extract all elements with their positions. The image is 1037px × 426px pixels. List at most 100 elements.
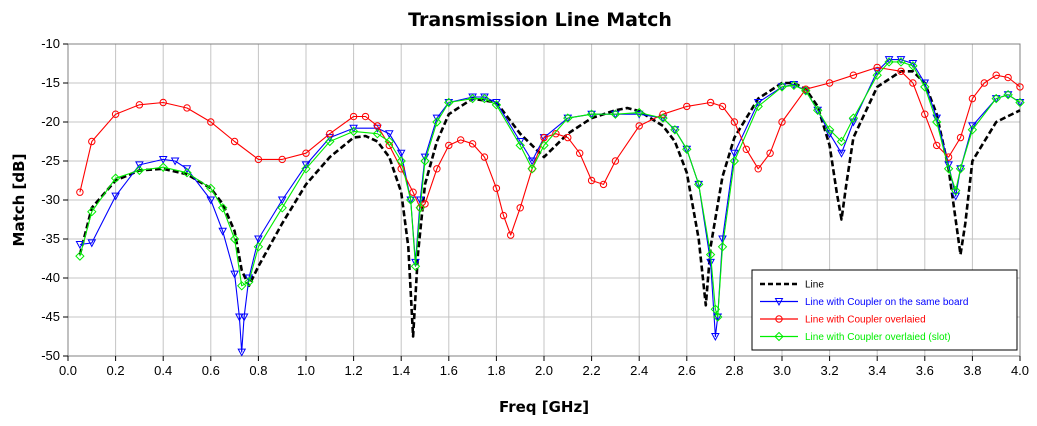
- data-point-marker: [467, 93, 478, 104]
- data-point-marker: [753, 101, 763, 112]
- data-point-marker: [87, 206, 97, 217]
- data-point-marker: [76, 188, 84, 196]
- data-point-marker: [361, 112, 370, 121]
- data-point-marker: [836, 136, 847, 147]
- data-point-marker: [753, 99, 763, 108]
- data-point-marker: [111, 110, 120, 118]
- data-point-marker: [278, 155, 286, 164]
- data-point-marker: [955, 164, 966, 174]
- data-point-marker: [670, 126, 680, 135]
- y-tick-label: -20: [41, 114, 60, 129]
- data-point-marker: [384, 130, 394, 139]
- data-point-marker: [445, 141, 453, 150]
- data-point-marker: [244, 277, 254, 287]
- data-point-marker: [491, 100, 502, 110]
- data-point-marker: [1004, 73, 1012, 82]
- data-point-marker: [682, 145, 692, 154]
- x-tick-label: 3.8: [963, 363, 981, 378]
- data-point-marker: [539, 140, 549, 151]
- y-axis-label: Match [dB]: [10, 154, 28, 247]
- data-point-marker: [421, 200, 429, 208]
- data-point-marker: [230, 137, 239, 146]
- data-point-marker: [229, 234, 240, 244]
- data-point-marker: [824, 125, 835, 135]
- data-point-marker: [302, 149, 310, 157]
- data-point-marker: [991, 93, 1001, 104]
- data-point-marker: [277, 203, 287, 213]
- x-tick-label: 1.4: [392, 363, 410, 378]
- x-tick-label: 0.0: [59, 363, 77, 378]
- data-point-marker: [480, 153, 489, 161]
- data-point-marker: [372, 128, 383, 139]
- data-point-marker: [599, 180, 608, 189]
- data-point-marker: [506, 231, 515, 239]
- data-point-marker: [479, 93, 490, 104]
- y-tick-label: -10: [41, 36, 60, 51]
- data-point-marker: [951, 185, 961, 196]
- data-point-marker: [713, 312, 723, 322]
- data-point-marker: [711, 333, 720, 342]
- data-point-marker: [134, 165, 145, 176]
- legend-marker: [774, 331, 784, 342]
- data-point-marker: [110, 173, 121, 183]
- data-point-marker: [813, 106, 823, 115]
- data-point-marker: [717, 242, 728, 252]
- data-point-marker: [499, 211, 508, 220]
- data-point-marker: [848, 113, 859, 123]
- data-point-marker: [75, 240, 85, 250]
- series-line: [79, 59, 1021, 353]
- x-tick-label: 1.0: [297, 363, 315, 378]
- data-point-marker: [968, 94, 977, 103]
- data-point-marker: [586, 109, 597, 119]
- y-tick-label: -40: [41, 270, 60, 285]
- data-point-marker: [468, 140, 477, 148]
- data-point-marker: [207, 118, 215, 126]
- data-point-marker: [406, 195, 416, 205]
- y-tick-label: -35: [41, 231, 60, 246]
- data-point-marker: [218, 227, 228, 236]
- data-point-marker: [766, 149, 774, 157]
- data-point-marker: [135, 101, 144, 109]
- data-point-marker: [396, 156, 406, 166]
- data-point-marker: [683, 102, 691, 111]
- data-point-marker: [432, 117, 442, 127]
- data-point-marker: [705, 249, 716, 260]
- x-tick-label: 4.0: [1011, 363, 1029, 378]
- y-axis-ticks: -10 -15 -20 -25 -30 -35 -40 -45 -50: [41, 36, 68, 363]
- data-point-marker: [710, 304, 721, 314]
- data-point-marker: [182, 167, 192, 178]
- data-point-marker: [908, 61, 918, 71]
- x-tick-label: 1.6: [440, 363, 458, 378]
- data-point-marker: [812, 105, 823, 116]
- data-point-marker: [457, 136, 465, 144]
- data-point-marker: [206, 196, 216, 205]
- x-tick-label: 2.2: [583, 363, 601, 378]
- x-tick-label: 3.6: [916, 363, 934, 378]
- data-point-marker: [658, 114, 668, 123]
- data-point-marker: [492, 184, 501, 193]
- legend-label: Line with Coupler overlaied: [805, 315, 926, 326]
- data-point-marker: [694, 180, 704, 189]
- data-point-marker: [237, 281, 247, 291]
- legend-label: Line with Coupler on the same board: [805, 297, 968, 308]
- x-tick-label: 1.8: [487, 363, 505, 378]
- data-point-marker: [528, 165, 536, 173]
- data-point-marker: [235, 313, 244, 322]
- data-point-marker: [789, 80, 799, 91]
- data-point-marker: [158, 155, 168, 164]
- data-point-marker: [872, 67, 882, 76]
- x-tick-label: 1.2: [345, 363, 363, 378]
- x-tick-label: 0.6: [202, 363, 220, 378]
- data-point-marker: [111, 192, 120, 201]
- data-point-marker: [659, 110, 667, 118]
- legend-label: Line: [805, 280, 824, 291]
- data-point-marker: [244, 274, 254, 283]
- series-line: [79, 66, 1021, 236]
- data-point-marker: [564, 133, 572, 142]
- data-point-marker: [409, 188, 417, 196]
- data-point-marker: [884, 57, 894, 67]
- x-tick-label: 2.0: [535, 363, 553, 378]
- y-tick-label: -25: [41, 153, 60, 168]
- data-point-marker: [967, 125, 978, 135]
